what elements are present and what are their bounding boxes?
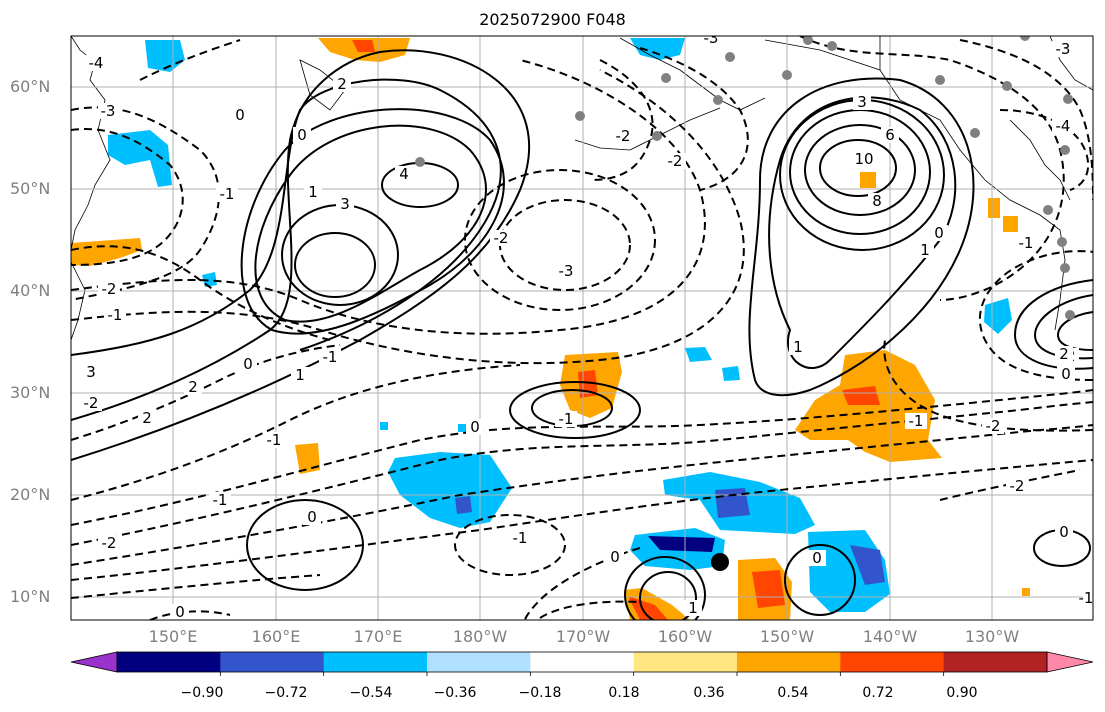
contour-label: 0 bbox=[470, 418, 480, 436]
colorbar-tick-label: −0.36 bbox=[433, 685, 477, 701]
colorbar-segment bbox=[220, 652, 325, 672]
contour-label: -1 bbox=[213, 491, 228, 509]
map-frame bbox=[70, 35, 1094, 621]
colorbar-tick-label: 0.18 bbox=[608, 685, 640, 701]
lat-label-20n: 20°N bbox=[10, 485, 51, 504]
colorbar-segment bbox=[427, 652, 531, 672]
contour-label: 2 bbox=[337, 75, 347, 93]
contour-label: 3 bbox=[340, 195, 350, 213]
contour-label: -4 bbox=[89, 54, 104, 72]
contour-label: 0 bbox=[307, 508, 317, 526]
contour-label: 1 bbox=[308, 183, 318, 201]
shaded-anomalies bbox=[71, 38, 1030, 620]
contour-label: 3 bbox=[86, 363, 96, 381]
contour-label: -2 bbox=[1010, 477, 1025, 495]
contour-label: -2 bbox=[986, 417, 1001, 435]
contour-label: -2 bbox=[102, 534, 117, 552]
colorbar bbox=[70, 651, 1094, 676]
contour-label: -2 bbox=[616, 127, 631, 145]
colorbar-segment bbox=[943, 652, 1048, 672]
lon-label-140w: 140°W bbox=[862, 627, 918, 646]
contour-label: 0 bbox=[934, 224, 944, 242]
contour-label: 0 bbox=[297, 126, 307, 144]
contour-label: 10 bbox=[854, 150, 873, 168]
colorbar-segment bbox=[633, 652, 738, 672]
contour-label: 0 bbox=[175, 603, 185, 621]
contour-label: 2 bbox=[142, 409, 152, 427]
colorbar-segment bbox=[117, 652, 221, 672]
lat-label-50n: 50°N bbox=[10, 179, 51, 198]
colorbar-extend-high bbox=[1046, 651, 1094, 673]
contour-label: -1 bbox=[220, 185, 235, 203]
contour-label: 0 bbox=[812, 549, 822, 567]
colorbar-tick-label: 0.72 bbox=[862, 685, 894, 701]
station-markers bbox=[415, 36, 1075, 571]
contour-label: -3 bbox=[101, 102, 116, 120]
contour-label: -1 bbox=[559, 410, 574, 428]
map-area: -4 -3 0 2 0 3 4 -2 -1 0 -1 -2 -3 -2 3 6 … bbox=[71, 29, 1094, 621]
contour-label: 0 bbox=[235, 106, 245, 124]
contour-label: 8 bbox=[872, 192, 882, 210]
contour-label: 1 bbox=[295, 366, 305, 384]
contour-label: 1 bbox=[793, 338, 803, 356]
lon-label-160w: 160°W bbox=[657, 627, 713, 646]
contour-label: -4 bbox=[1056, 117, 1071, 135]
lon-label-150w: 150°W bbox=[759, 627, 815, 646]
contour-label: -2 bbox=[494, 229, 509, 247]
lat-label-60n: 60°N bbox=[10, 77, 51, 96]
map-title: 2025072900 F048 bbox=[479, 10, 626, 29]
contour-label: 0 bbox=[610, 548, 620, 566]
gridlines bbox=[71, 36, 1093, 620]
lat-label-40n: 40°N bbox=[10, 281, 51, 300]
colorbar-segment bbox=[530, 652, 635, 672]
dashed-contours bbox=[71, 36, 1093, 620]
colorbar-frame bbox=[116, 651, 1048, 673]
contour-label: 2 bbox=[188, 378, 198, 396]
contour-label: -1 bbox=[1079, 589, 1094, 607]
lon-label-150e: 150°E bbox=[148, 627, 198, 646]
contour-labels: -4 -3 0 2 0 3 4 -2 -1 0 -1 -2 -3 -2 3 6 … bbox=[80, 29, 1094, 621]
contour-label: -3 bbox=[704, 29, 719, 47]
contour-label: -2 bbox=[668, 152, 683, 170]
contour-label: 2 bbox=[1059, 345, 1069, 363]
contour-label: -1 bbox=[323, 348, 338, 366]
contour-label: 0 bbox=[243, 355, 253, 373]
contour-label: -3 bbox=[559, 262, 574, 280]
contour-label: 0 bbox=[1061, 365, 1071, 383]
colorbar-segment bbox=[737, 652, 841, 672]
colorbar-tick-label: 0.54 bbox=[777, 685, 809, 701]
contour-label: 6 bbox=[885, 126, 895, 144]
colorbar-extend-low bbox=[70, 651, 118, 673]
contour-label: -2 bbox=[102, 280, 117, 298]
colorbar-tick-label: −0.72 bbox=[264, 685, 308, 701]
contour-label: 1 bbox=[920, 241, 930, 259]
contour-label: -1 bbox=[267, 431, 282, 449]
contour-label: 4 bbox=[399, 165, 409, 183]
contour-label: -2 bbox=[84, 394, 99, 412]
contour-label: -1 bbox=[1019, 234, 1034, 252]
colorbar-tick-label: 0.36 bbox=[693, 685, 725, 701]
colorbar-segment bbox=[323, 652, 428, 672]
lat-label-10n: 10°N bbox=[10, 587, 51, 606]
contour-label: 3 bbox=[857, 93, 867, 111]
lon-label-170w: 170°W bbox=[555, 627, 611, 646]
lon-label-180w: 180°W bbox=[452, 627, 508, 646]
contour-label: -3 bbox=[1056, 40, 1071, 58]
lon-label-160e: 160°E bbox=[251, 627, 301, 646]
contour-label: 0 bbox=[1059, 523, 1069, 541]
contour-label: -1 bbox=[513, 529, 528, 547]
colorbar-segment bbox=[840, 652, 945, 672]
lon-label-170e: 170°E bbox=[353, 627, 403, 646]
lon-label-130w: 130°W bbox=[964, 627, 1020, 646]
colorbar-tick-label: −0.54 bbox=[349, 685, 393, 701]
colorbar-tick-label: −0.90 bbox=[180, 685, 224, 701]
lat-label-30n: 30°N bbox=[10, 383, 51, 402]
contour-label: 1 bbox=[688, 599, 698, 617]
contour-label: -1 bbox=[108, 306, 123, 324]
colorbar-tick-label: −0.18 bbox=[518, 685, 562, 701]
contour-label: -1 bbox=[909, 412, 924, 430]
colorbar-tick-label: 0.90 bbox=[946, 685, 978, 701]
